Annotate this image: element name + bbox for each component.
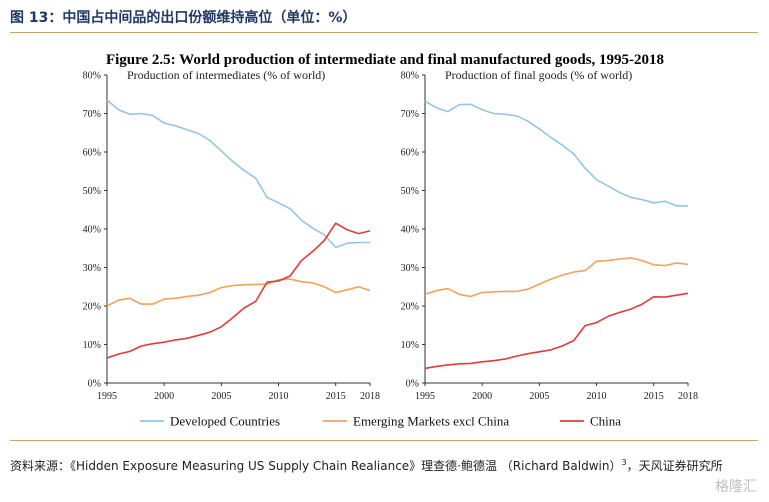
y-tick-label: 60% <box>401 148 419 159</box>
x-tick-label: 2005 <box>211 391 231 402</box>
series-line-china <box>424 292 689 370</box>
caption-divider <box>10 32 758 33</box>
x-tick-label: 1995 <box>415 391 435 402</box>
watermark-logo: 格隆汇 <box>715 479 757 495</box>
chart-legend: Developed Countries Emerging Markets excl… <box>140 414 621 429</box>
chart-panel-1: 0% 10% 20% 30% 40% 50% 60% 70% 80% 1995 2000 2005 20… <box>83 68 380 402</box>
panel-subtitle: Production of intermediates (% of world) <box>127 68 325 82</box>
chart-panels: 0% 10% 20% 30% 40% 50% 60% 70% 80% 1995 2000 2005 20… <box>83 68 698 402</box>
y-tick-label: 60% <box>83 148 101 159</box>
y-tick-label: 70% <box>401 109 419 120</box>
source-note: 资料来源：《Hidden Exposure Measuring US Suppl… <box>10 450 755 479</box>
y-tick-label: 30% <box>401 263 419 274</box>
x-tick-label: 2018 <box>360 391 380 402</box>
series-line-emerging-markets-excl-china <box>424 257 689 298</box>
figure-caption: 图 13：中国占中间品的出口份额维持高位（单位：%） <box>10 10 357 26</box>
y-tick-label: 40% <box>401 225 419 236</box>
source-footnote: 3 <box>621 458 627 467</box>
series-line-developed-countries <box>424 100 688 207</box>
y-tick-label: 20% <box>83 302 101 313</box>
y-tick-label: 30% <box>83 263 101 274</box>
series-line-developed-countries <box>106 99 370 249</box>
legend-label: Developed Countries <box>170 414 280 429</box>
x-tick-label: 2010 <box>269 391 289 402</box>
y-tick-label: 70% <box>83 109 101 120</box>
source-text: 资料来源：《Hidden Exposure Measuring US Suppl… <box>10 459 622 473</box>
panel-subtitle: Production of final goods (% of world) <box>445 68 632 82</box>
chart-title: Figure 2.5: World production of intermed… <box>106 52 664 68</box>
y-tick-label: 20% <box>401 302 419 313</box>
series-line-emerging-markets-excl-china <box>106 278 371 307</box>
legend-label: China <box>590 414 621 429</box>
source-divider <box>10 440 758 441</box>
x-tick-label: 2015 <box>644 391 664 402</box>
x-tick-label: 2005 <box>529 391 549 402</box>
y-tick-label: 50% <box>401 186 419 197</box>
x-tick-label: 2015 <box>326 391 346 402</box>
line-chart: Figure 2.5: World production of intermed… <box>83 52 698 429</box>
x-tick-label: 1995 <box>97 391 117 402</box>
x-tick-label: 2000 <box>472 391 492 402</box>
y-tick-label: 0% <box>406 379 419 390</box>
x-tick-label: 2010 <box>587 391 607 402</box>
legend-label: Emerging Markets excl China <box>353 414 509 429</box>
x-tick-label: 2018 <box>678 391 698 402</box>
y-tick-label: 10% <box>83 340 101 351</box>
y-tick-label: 80% <box>401 71 419 82</box>
y-tick-label: 10% <box>401 340 419 351</box>
y-tick-label: 40% <box>83 225 101 236</box>
chart-panel-2: 0% 10% 20% 30% 40% 50% 60% 70% 80% 1995 2000 2005 20… <box>401 68 698 402</box>
source-suffix: ，天风证券研究所 <box>626 459 723 473</box>
x-tick-label: 2000 <box>154 391 174 402</box>
y-tick-label: 0% <box>88 379 101 390</box>
series-line-china <box>106 222 371 359</box>
y-tick-label: 80% <box>83 71 101 82</box>
y-tick-label: 50% <box>83 186 101 197</box>
